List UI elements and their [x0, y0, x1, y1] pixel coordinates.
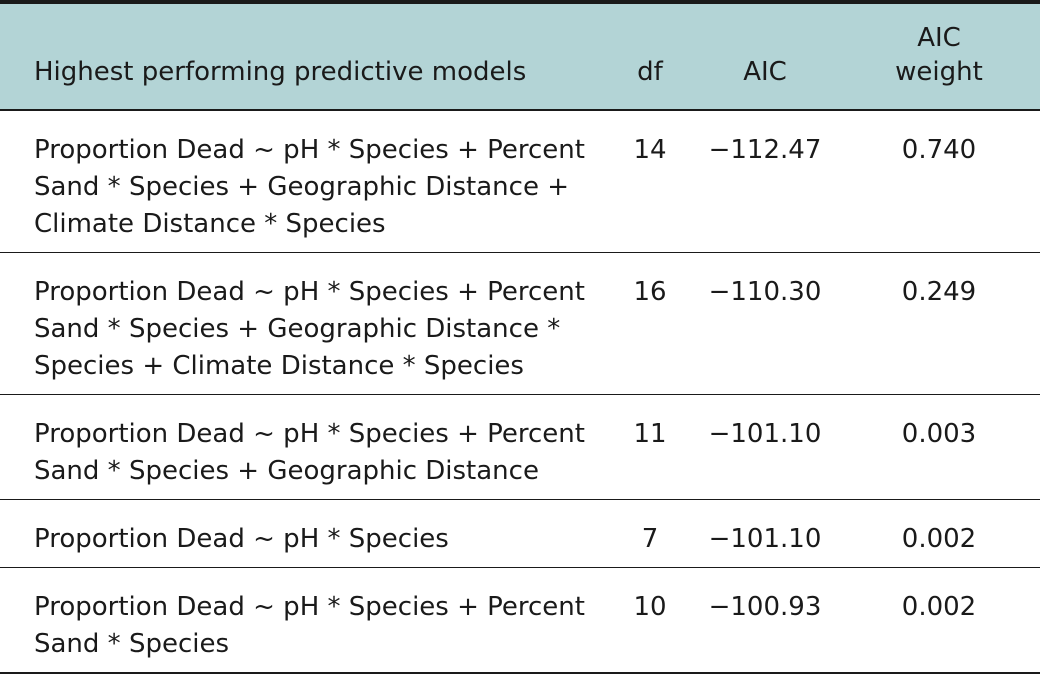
cell-df: 7: [608, 499, 692, 568]
header-row: Highest performing predictive models df …: [0, 0, 1040, 111]
cell-df: 16: [608, 252, 692, 395]
model-formula: Proportion Dead ~ pH * Species + Percent…: [34, 592, 585, 659]
table-header: Highest performing predictive models df …: [0, 0, 1040, 111]
cell-aic-weight: 0.249: [838, 252, 1040, 395]
cell-aic-weight: 0.003: [838, 394, 1040, 500]
cell-model: Proportion Dead ~ pH * Species + Percent…: [0, 394, 608, 500]
cell-aic: −101.10: [692, 499, 838, 568]
cell-aic: −112.47: [692, 110, 838, 253]
cell-model: Proportion Dead ~ pH * Species + Percent…: [0, 252, 608, 395]
cell-aic: −101.10: [692, 394, 838, 500]
header-model: Highest performing predictive models: [0, 0, 608, 111]
cell-aic-weight: 0.002: [838, 499, 1040, 568]
table-row: Proportion Dead ~ pH * Species + Percent…: [0, 110, 1040, 253]
header-aic-weight-line1: AIC: [917, 23, 961, 53]
cell-aic: −110.30: [692, 252, 838, 395]
cell-df: 11: [608, 394, 692, 500]
table-row: Proportion Dead ~ pH * Species + Percent…: [0, 252, 1040, 395]
cell-df: 14: [608, 110, 692, 253]
model-formula: Proportion Dead ~ pH * Species: [34, 524, 449, 554]
header-aic-weight-line2: weight: [895, 57, 983, 87]
model-formula: Proportion Dead ~ pH * Species + Percent…: [34, 135, 585, 239]
cell-model: Proportion Dead ~ pH * Species + Percent…: [0, 567, 608, 674]
header-aic: AIC: [692, 0, 838, 111]
header-aic-weight: AIC weight: [838, 0, 1040, 111]
cell-aic: −100.93: [692, 567, 838, 674]
cell-model: Proportion Dead ~ pH * Species + Percent…: [0, 110, 608, 253]
cell-df: 10: [608, 567, 692, 674]
table-body: Proportion Dead ~ pH * Species + Percent…: [0, 110, 1040, 674]
table-row: Proportion Dead ~ pH * Species 7 −101.10…: [0, 499, 1040, 568]
table-row: Proportion Dead ~ pH * Species + Percent…: [0, 394, 1040, 500]
header-df: df: [608, 0, 692, 111]
table-row: Proportion Dead ~ pH * Species + Percent…: [0, 567, 1040, 674]
model-formula: Proportion Dead ~ pH * Species + Percent…: [34, 419, 585, 486]
model-formula: Proportion Dead ~ pH * Species + Percent…: [34, 277, 585, 381]
cell-aic-weight: 0.740: [838, 110, 1040, 253]
cell-aic-weight: 0.002: [838, 567, 1040, 674]
cell-model: Proportion Dead ~ pH * Species: [0, 499, 608, 568]
